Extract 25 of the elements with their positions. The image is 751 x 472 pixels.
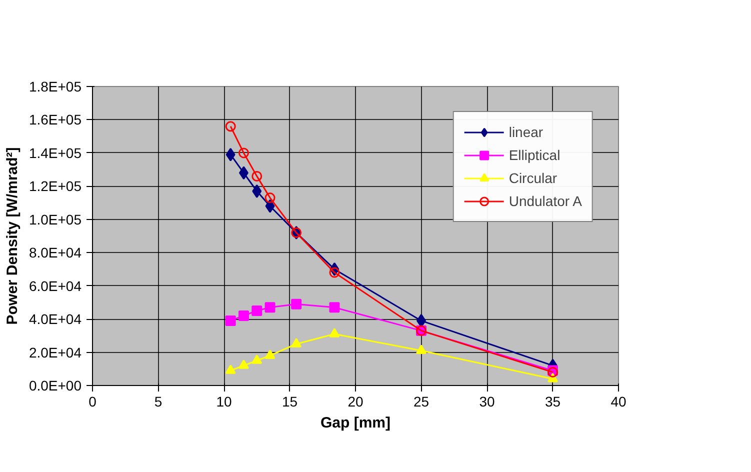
y-tick-label: 1.2E+05 [28, 178, 82, 194]
y-tick-label: 1.6E+05 [28, 112, 82, 128]
x-tick-label: 20 [348, 394, 364, 410]
y-tick-label: 6.0E+04 [28, 278, 82, 294]
y-tick-label: 8.0E+04 [28, 244, 82, 261]
y-tick-label: 1.8E+05 [28, 78, 82, 94]
y-tick-label: 4.0E+04 [28, 311, 82, 328]
legend-label: Undulator A [508, 193, 582, 209]
y-tick-label: 1.4E+05 [28, 144, 82, 161]
x-tick-label: 15 [282, 394, 298, 410]
x-tick-label: 30 [479, 394, 495, 410]
y-tick-label: 1.0E+05 [28, 211, 82, 228]
x-tick-label: 25 [413, 394, 430, 410]
x-tick-label: 40 [610, 394, 626, 410]
legend-label: Circular [508, 170, 558, 186]
y-tick-label: 0.0E+00 [28, 378, 82, 394]
x-tick-label: 35 [544, 394, 561, 410]
y-tick-label: 2.0E+04 [28, 344, 82, 360]
y-axis-title: Power Density [W/mrad²] [4, 147, 21, 325]
x-tick-label: 5 [154, 394, 162, 410]
x-tick-label: 10 [216, 394, 232, 410]
legend-label: linear [508, 124, 544, 140]
x-tick-label: 0 [88, 394, 97, 410]
legend-label: Elliptical [508, 147, 560, 163]
x-axis-title: Gap [mm] [320, 414, 391, 432]
